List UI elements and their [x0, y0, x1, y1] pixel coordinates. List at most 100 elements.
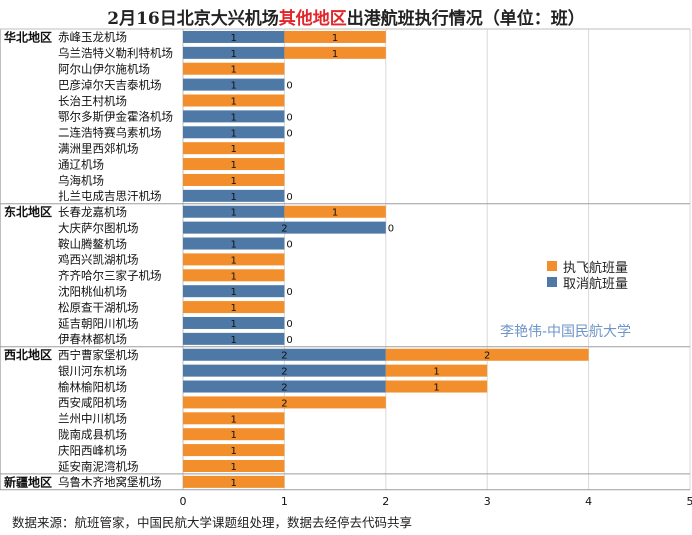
- bar-executed: [183, 158, 285, 171]
- bar-cancelled: [183, 364, 386, 377]
- title-highlight: 其他地区: [278, 9, 347, 29]
- data-label-cancelled: 1: [231, 81, 237, 92]
- data-label-executed: 1: [332, 208, 338, 219]
- bar-executed: [183, 459, 285, 472]
- data-label-executed: 1: [231, 65, 237, 76]
- airport-label: 通辽机场: [58, 157, 104, 171]
- data-label-executed: 0: [286, 128, 292, 139]
- bar-chart: 华北地区 赤峰玉龙机场 1 1 乌兰浩特义勒利特机场 1 1 阿尔山伊尔施机场 1 巴彦淖尔天吉泰…: [0, 28, 692, 508]
- data-label-executed: 1: [231, 160, 237, 171]
- bar-cancelled: [183, 110, 285, 123]
- bar-executed: [183, 301, 285, 314]
- bar-executed: [284, 205, 386, 218]
- data-source-note: 数据来源：航班管家，中国民航大学课题组处理，数据去经停去代码共享: [12, 515, 413, 530]
- data-label-executed: 1: [231, 271, 237, 282]
- airport-label: 延吉朝阳川机场: [58, 316, 139, 330]
- data-label-cancelled: 1: [231, 192, 237, 203]
- airport-label: 齐齐哈尔三家子机场: [58, 269, 162, 283]
- data-label-executed: 1: [231, 255, 237, 266]
- bar-executed: [183, 62, 285, 75]
- airport-label: 榆林榆阳机场: [58, 380, 127, 394]
- x-tick-label: 5: [687, 495, 692, 508]
- airport-label: 延安南泥湾机场: [58, 459, 139, 473]
- bar-cancelled: [183, 237, 285, 250]
- title-suffix: 出港航班执行情况（单位：班）: [346, 9, 585, 29]
- bar-executed: [183, 412, 285, 425]
- airport-label: 鞍山腾鳌机场: [58, 237, 127, 251]
- airport-label: 满洲里西郊机场: [58, 141, 139, 155]
- bar-cancelled: [183, 221, 386, 234]
- bar-cancelled: [183, 316, 285, 329]
- airport-label: 鄂尔多斯伊金霍洛机场: [58, 110, 173, 124]
- bar-cancelled: [183, 332, 285, 345]
- legend-swatch-executed: [547, 261, 557, 271]
- data-label-cancelled: 1: [231, 208, 237, 219]
- legend-label-executed: 执飞航班量: [563, 260, 629, 276]
- data-label-cancelled: 1: [231, 33, 237, 44]
- bar-executed: [284, 30, 386, 43]
- chart-legend: 执飞航班量 取消航班量: [547, 258, 629, 292]
- airport-label: 乌鲁木齐地窝堡机场: [58, 475, 162, 489]
- data-label-executed: 1: [231, 97, 237, 108]
- airport-label: 扎兰屯成吉思汗机场: [58, 189, 162, 203]
- airport-label: 陇南成县机场: [58, 427, 127, 441]
- airport-label: 巴彦淖尔天吉泰机场: [58, 78, 162, 92]
- data-label-cancelled: 2: [281, 367, 287, 378]
- chart-title: 2月16日北京大兴机场其他地区出港航班执行情况（单位：班）: [0, 4, 692, 29]
- bar-executed: [183, 94, 285, 107]
- x-tick-label: 1: [281, 495, 288, 508]
- region-label: 东北地区: [4, 204, 52, 219]
- airport-label: 乌海机场: [58, 173, 104, 187]
- x-tick-label: 3: [484, 495, 491, 508]
- data-label-executed: 1: [231, 414, 237, 425]
- bar-executed: [385, 380, 488, 393]
- x-tick-label: 4: [585, 495, 592, 508]
- bar-executed: [385, 348, 589, 361]
- bar-executed: [183, 475, 285, 488]
- data-label-executed: 2: [484, 351, 490, 362]
- data-label-cancelled: 1: [231, 240, 237, 251]
- bar-executed: [183, 396, 386, 409]
- region-label: 西北地区: [4, 347, 52, 362]
- data-label-executed: 1: [231, 462, 237, 473]
- airport-label: 兰州中川机场: [58, 412, 127, 426]
- data-label-executed: 1: [433, 367, 439, 378]
- data-label-executed: 0: [286, 240, 292, 251]
- data-label-executed: 2: [281, 398, 287, 409]
- data-label-executed: 1: [231, 303, 237, 314]
- airport-label: 大庆萨尔图机场: [58, 221, 139, 235]
- legend-label-cancelled: 取消航班量: [563, 276, 629, 292]
- data-label-executed: 0: [286, 112, 292, 123]
- data-label-cancelled: 1: [231, 319, 237, 330]
- airport-label: 银川河东机场: [58, 364, 127, 378]
- data-label-cancelled: 1: [231, 335, 237, 346]
- bar-cancelled: [183, 348, 386, 361]
- airport-label: 西安咸阳机场: [58, 396, 127, 410]
- bar-executed: [183, 142, 285, 155]
- bar-cancelled: [183, 46, 285, 59]
- data-label-executed: 1: [231, 144, 237, 155]
- data-label-cancelled: 2: [281, 351, 287, 362]
- data-label-cancelled: 2: [281, 383, 287, 394]
- bar-executed: [183, 444, 285, 457]
- bar-executed: [385, 364, 488, 377]
- data-label-executed: 0: [286, 335, 292, 346]
- bar-cancelled: [183, 30, 285, 43]
- legend-item-executed: 执飞航班量: [547, 258, 629, 276]
- bar-cancelled: [183, 205, 285, 218]
- data-label-executed: 1: [231, 478, 237, 489]
- x-tick-label: 2: [382, 495, 389, 508]
- bar-cancelled: [183, 285, 285, 298]
- airport-label: 二连浩特赛乌素机场: [58, 126, 162, 140]
- airport-label: 西宁曹家堡机场: [58, 348, 139, 362]
- bar-executed: [183, 269, 285, 282]
- data-label-executed: 0: [286, 287, 292, 298]
- bar-executed: [183, 253, 285, 266]
- airport-label: 伊春林都机场: [58, 332, 127, 346]
- bar-cancelled: [183, 78, 285, 91]
- bar-cancelled: [183, 126, 285, 139]
- watermark: 李艳伟-中国民航大学: [500, 324, 632, 340]
- airport-label: 阿尔山伊尔施机场: [58, 62, 150, 76]
- bar-cancelled: [183, 189, 285, 202]
- title-prefix: 2月16日北京大兴机场: [107, 9, 279, 29]
